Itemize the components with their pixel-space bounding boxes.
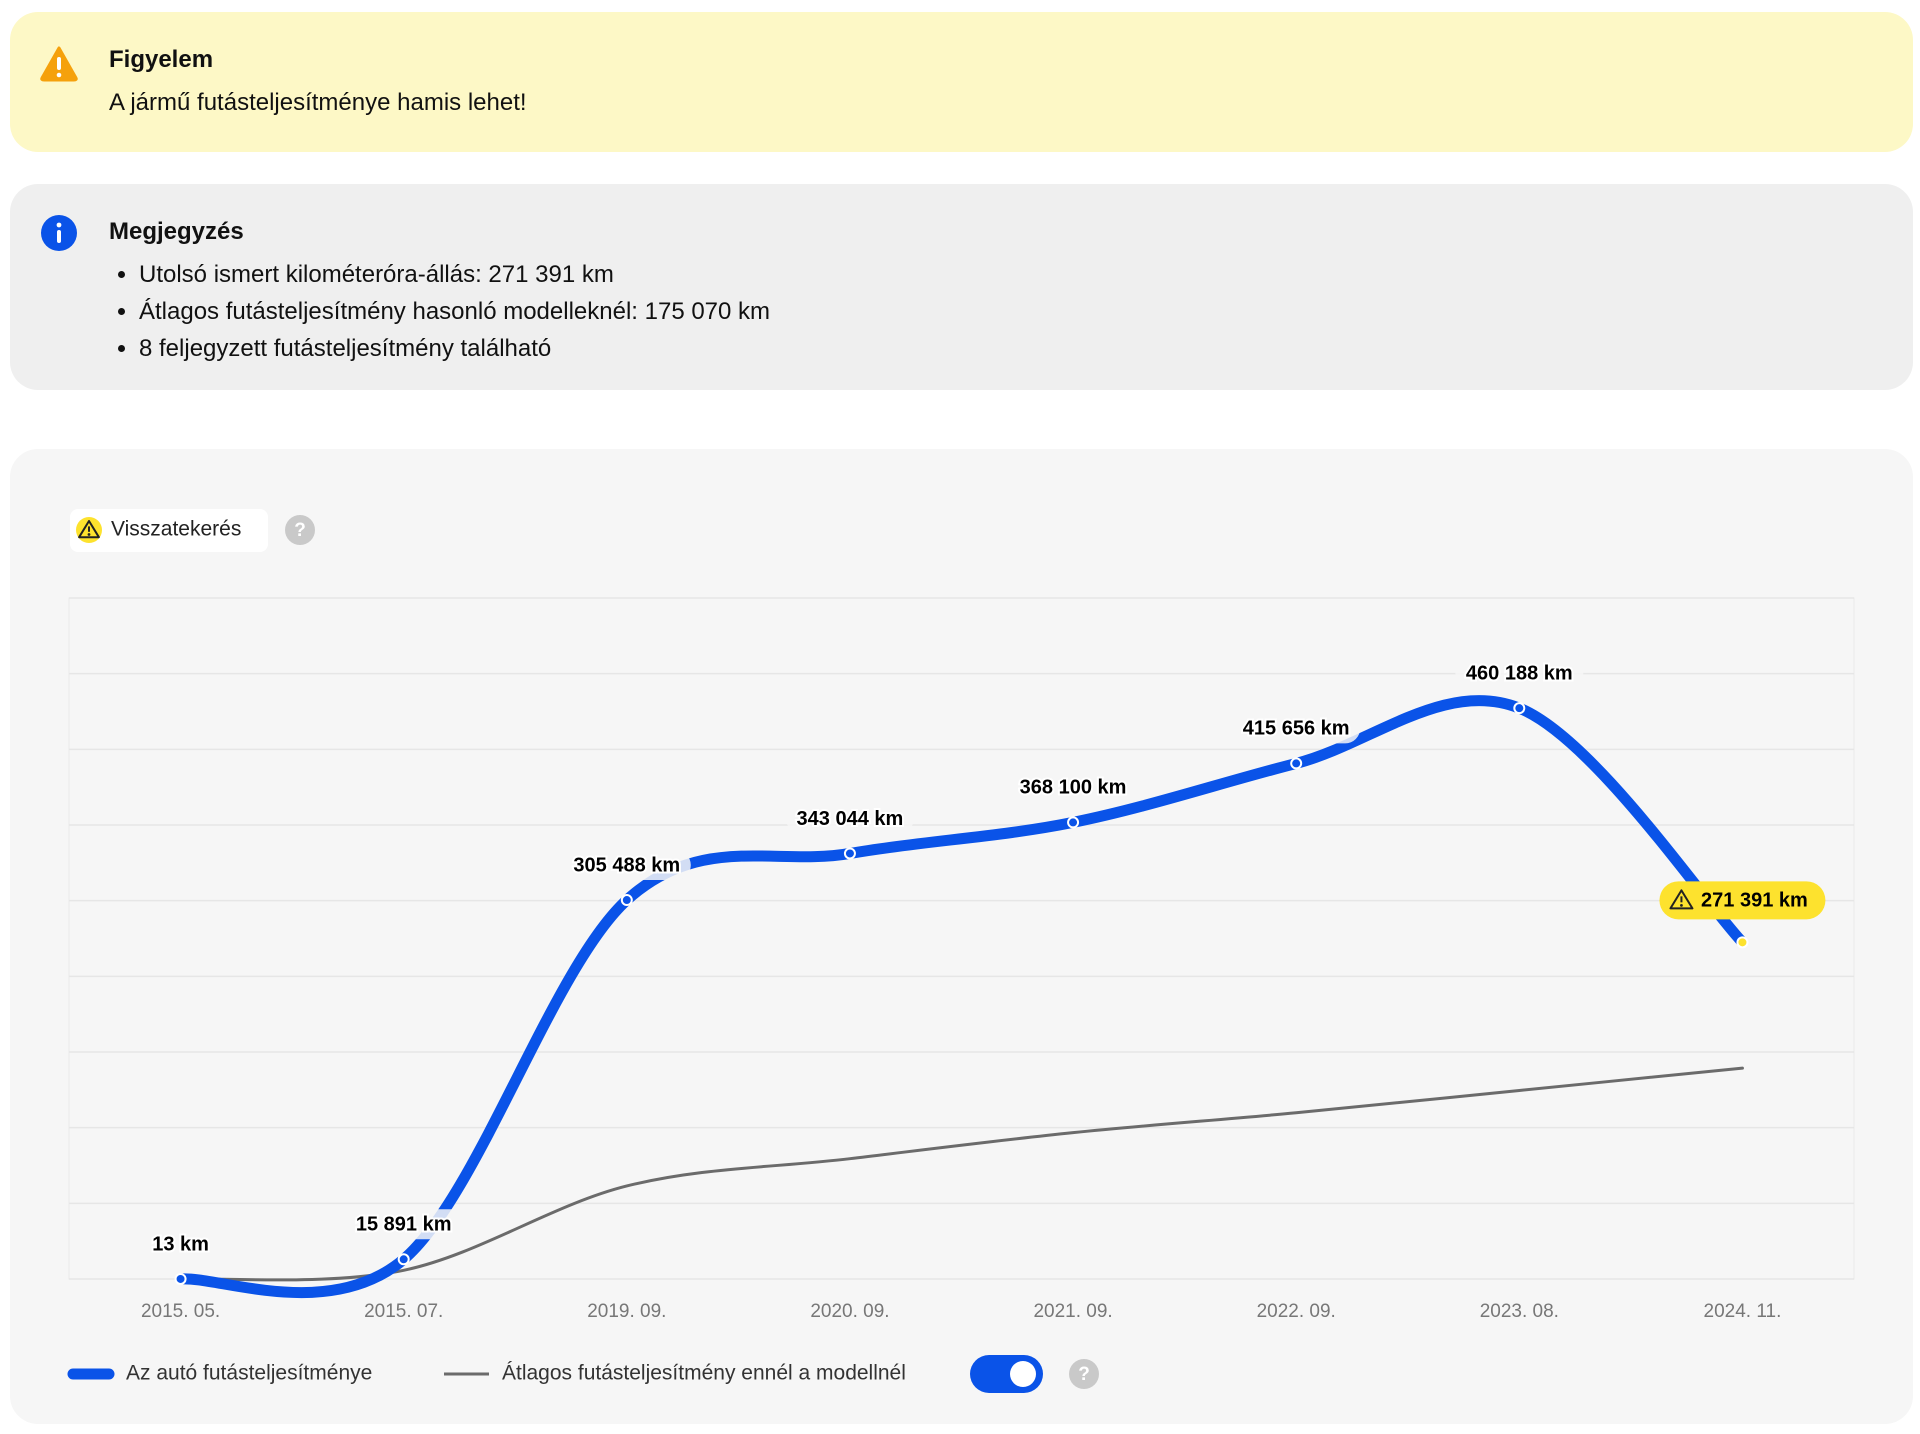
value-label-bg (785, 803, 914, 834)
data-point (1290, 757, 1303, 770)
warning-icon (78, 520, 100, 539)
value-label-bg (116, 1228, 245, 1259)
value-label-bg (339, 1209, 468, 1240)
value-label: 305 488 km (573, 854, 680, 876)
value-label: 460 188 km (1466, 662, 1573, 684)
warning-text: A jármű futásteljesítménye hamis lehet! (109, 89, 527, 116)
data-point (1513, 702, 1526, 715)
value-label-bg (1232, 713, 1361, 744)
help-icon-text[interactable]: ? (1078, 1364, 1090, 1385)
value-label: 343 044 km (797, 808, 904, 830)
x-tick-label: 2021. 09. (1033, 1301, 1112, 1322)
toggle-knob[interactable] (1010, 1361, 1036, 1387)
note-alert: Megjegyzés Utolsó ismert kilométeróra-ál… (10, 184, 1913, 390)
average-line (179, 1066, 1744, 1282)
info-icon (41, 215, 77, 251)
data-point (1736, 936, 1749, 949)
chart-card (10, 449, 1913, 1424)
legend-label: Az autó futásteljesítménye (126, 1362, 372, 1385)
data-point (620, 894, 633, 907)
warning-alert: Figyelem A jármű futásteljesítménye hami… (10, 12, 1913, 152)
legend-label: Átlagos futásteljesítmény ennél a modell… (502, 1362, 906, 1385)
note-item: Átlagos futásteljesítmény hasonló modell… (139, 293, 770, 330)
value-label: 15 891 km (356, 1214, 452, 1236)
data-point (843, 847, 856, 860)
x-tick-label: 2024. 11. (1704, 1301, 1782, 1322)
value-label: 271 391 km (1701, 890, 1808, 912)
help-icon[interactable] (1069, 1359, 1099, 1389)
warning-icon-dot (87, 533, 91, 536)
x-tick-label: 2022. 09. (1257, 1301, 1336, 1322)
note-item: 8 feljegyzett futásteljesítmény találhat… (139, 330, 770, 367)
value-label-bg (1659, 881, 1826, 920)
value-label: 368 100 km (1020, 777, 1127, 799)
help-icon[interactable] (285, 515, 315, 545)
x-tick-label: 2015. 07. (364, 1301, 443, 1322)
x-tick-label: 2023. 08. (1480, 1301, 1559, 1322)
data-point (174, 1272, 187, 1285)
note-title: Megjegyzés (109, 218, 244, 245)
value-label-bg (562, 850, 691, 881)
data-point (397, 1253, 410, 1266)
note-item: Utolsó ismert kilométeróra-állás: 271 39… (139, 256, 770, 293)
value-label-bg (1009, 772, 1138, 803)
badge-bg (70, 509, 268, 552)
warning-icon (40, 46, 78, 82)
value-label: 415 656 km (1243, 718, 1350, 740)
note-list: Utolsó ismert kilométeróra-állás: 271 39… (109, 256, 770, 367)
value-label-bg (1455, 658, 1584, 689)
data-point (1067, 816, 1080, 829)
warning-title: Figyelem (109, 46, 214, 73)
plot-area (68, 597, 1855, 1280)
x-tick-label: 2019. 09. (587, 1301, 666, 1322)
warning-icon (1669, 889, 1694, 910)
x-tick-label: 2015. 05. (141, 1301, 220, 1322)
value-label: 13 km (152, 1233, 209, 1255)
x-tick-label: 2020. 09. (810, 1301, 889, 1322)
warning-icon-dot (1680, 903, 1683, 907)
help-icon-text[interactable]: ? (294, 520, 306, 541)
badge-text: Visszatekerés (111, 518, 241, 541)
